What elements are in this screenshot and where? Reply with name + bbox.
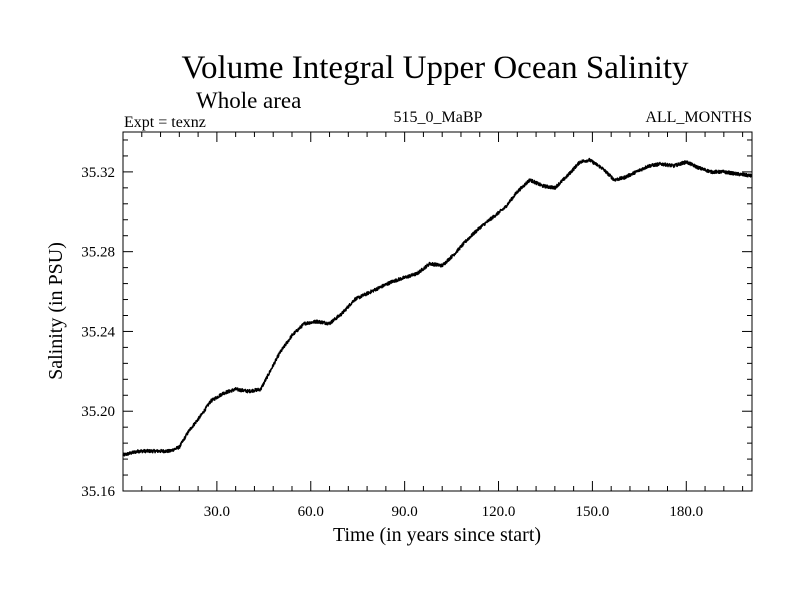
annotation-months: ALL_MONTHS [645,109,752,126]
x-tick-label: 120.0 [482,504,516,520]
annotation-experiment: Expt = texnz [124,114,206,131]
annotation-period: 515_0_MaBP [394,109,483,126]
x-tick-label: 90.0 [392,504,418,520]
axis-ticks [123,132,752,491]
tick-labels: 30.0 60.0 90.0 120.0 150.0 180.0 35.16 35.20 35.… [81,165,703,520]
chart-title: Volume Integral Upper Ocean Salinity [181,50,689,86]
y-tick-label: 35.24 [81,324,115,340]
x-axis-label: Time (in years since start) [333,524,541,546]
x-tick-label: 180.0 [669,504,703,520]
y-axis-label: Salinity (in PSU) [45,242,67,380]
y-tick-label: 35.20 [81,404,115,420]
x-tick-label: 60.0 [298,504,324,520]
series-line-salinity [122,157,753,457]
y-tick-label: 35.16 [81,484,115,500]
plot-frame [122,131,753,492]
y-tick-label: 35.32 [81,165,115,181]
chart-subtitle: Whole area [196,88,301,113]
x-tick-label: 150.0 [576,504,610,520]
y-tick-label: 35.28 [81,245,115,261]
x-tick-label: 30.0 [204,504,230,520]
